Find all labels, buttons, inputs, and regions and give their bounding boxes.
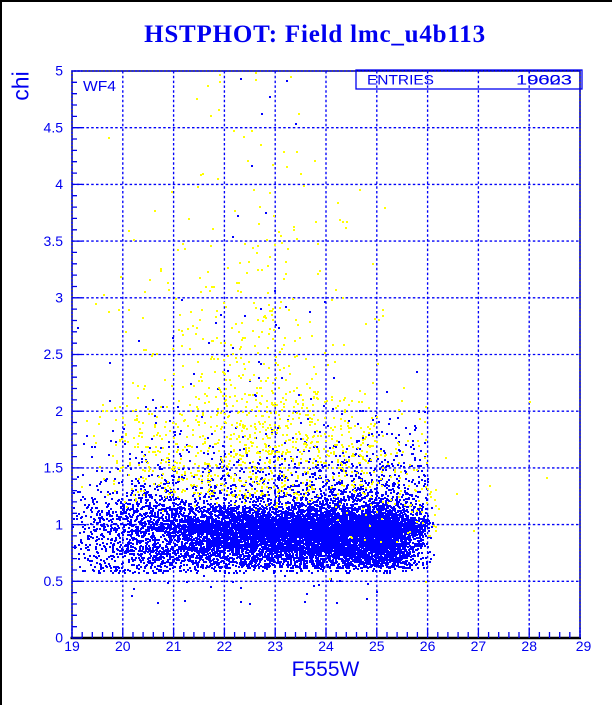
svg-text:27: 27 [471,638,487,654]
svg-text:24: 24 [318,638,334,654]
svg-text:1: 1 [55,516,63,532]
svg-text:9603: 9603 [527,72,572,88]
svg-text:2.5: 2.5 [44,346,64,362]
svg-text:5: 5 [55,63,63,79]
svg-text:4.5: 4.5 [44,119,64,135]
svg-text:3.5: 3.5 [44,233,64,249]
svg-text:0.5: 0.5 [44,573,64,589]
svg-text:20: 20 [115,638,131,654]
svg-text:26: 26 [420,638,436,654]
svg-text:WF4: WF4 [83,79,116,95]
svg-text:29: 29 [576,638,592,654]
svg-text:25: 25 [369,638,385,654]
svg-text:1.5: 1.5 [44,460,64,476]
svg-text:F555W: F555W [292,658,360,681]
svg-text:22: 22 [217,638,233,654]
svg-text:10023: 10023 [516,72,572,88]
svg-text:ENTRIES: ENTRIES [367,72,434,88]
svg-text:28: 28 [521,638,537,654]
svg-text:19: 19 [64,638,80,654]
svg-text:4: 4 [55,176,63,192]
svg-text:chi: chi [8,71,34,100]
svg-text:HSTPHOT: Field lmc_u4b113: HSTPHOT: Field lmc_u4b113 [144,21,486,48]
svg-text:21: 21 [166,638,182,654]
svg-text:0: 0 [55,630,63,646]
svg-text:23: 23 [267,638,283,654]
svg-text:3: 3 [55,290,63,306]
svg-text:2: 2 [55,403,63,419]
